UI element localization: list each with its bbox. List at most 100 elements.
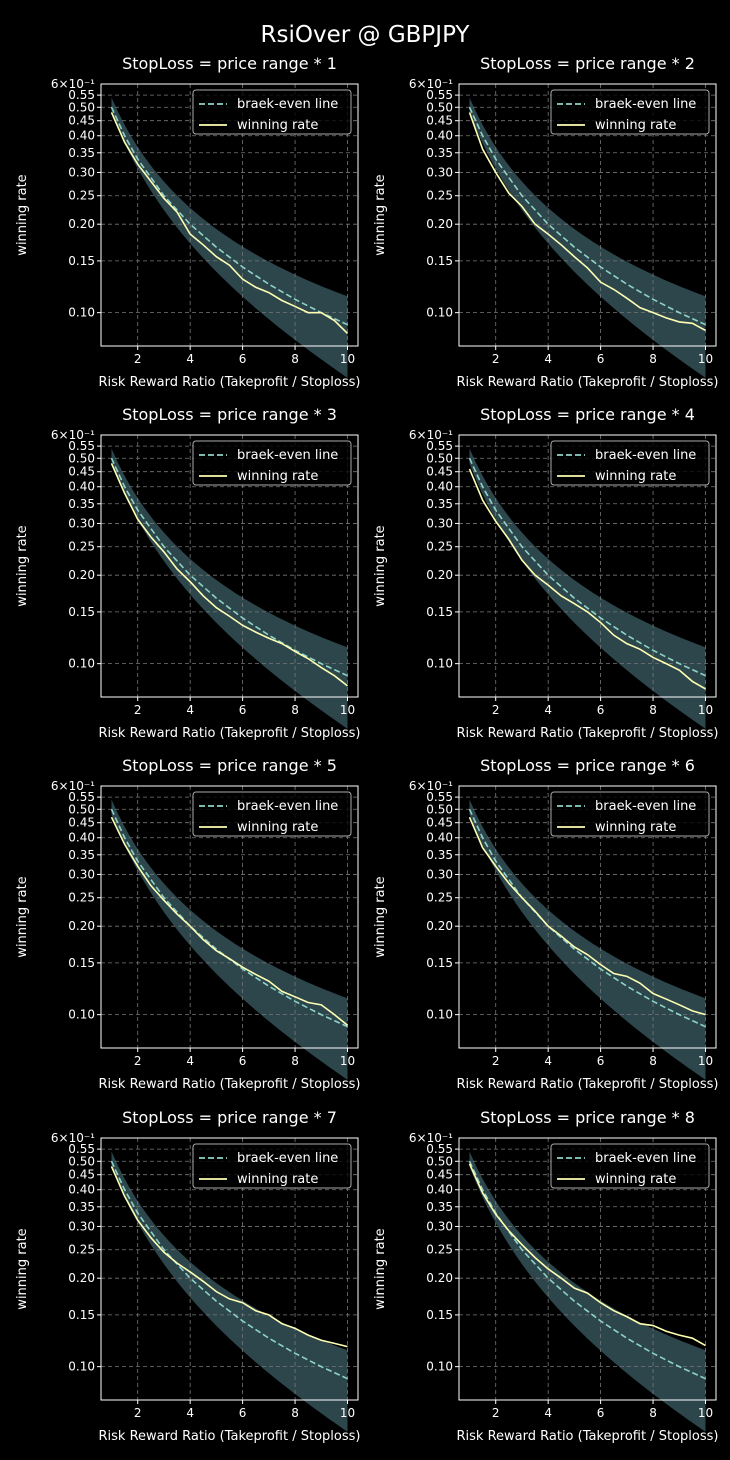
y-tick-label: 0.45: [426, 465, 453, 479]
y-tick-label: 0.10: [68, 306, 95, 320]
x-tick-label: 2: [492, 1406, 500, 1420]
x-axis-label: Risk Reward Ratio (Takeprofit / Stoploss…: [99, 375, 361, 390]
y-tick-label: 0.35: [426, 497, 453, 511]
y-tick-label: 0.15: [68, 1308, 95, 1322]
confidence-band: [111, 448, 348, 729]
y-tick-label: 0.20: [426, 568, 453, 582]
y-tick-label: 0.20: [68, 1271, 95, 1285]
subplot-title: StopLoss = price range * 8: [480, 1108, 695, 1127]
y-tick-label: 0.50: [426, 1154, 453, 1168]
winning-rate-line: [110, 816, 349, 1026]
legend-label: braek-even line: [237, 1151, 338, 1166]
x-axis-label: Risk Reward Ratio (Takeprofit / Stoploss…: [99, 1077, 361, 1092]
winning-rate-line: [110, 1166, 348, 1348]
x-tick-label: 10: [340, 1054, 355, 1068]
legend-box: [192, 1143, 352, 1189]
y-tick-label: 0.40: [426, 831, 453, 845]
legend-box: [192, 791, 352, 837]
legend-label: winning rate: [595, 118, 676, 133]
y-tick-label: 0.25: [68, 540, 95, 554]
x-tick-label: 8: [649, 703, 657, 717]
y-tick-label: 0.40: [68, 831, 95, 845]
y-tick-label-top: 6×10⁻¹: [409, 1131, 453, 1145]
x-axis-label: Risk Reward Ratio (Takeprofit / Stoploss…: [457, 1077, 719, 1092]
breakeven-line: [110, 808, 348, 1028]
y-tick-label: 0.30: [68, 867, 95, 881]
x-tick-label: 4: [544, 1054, 552, 1068]
y-tick-label: 0.55: [426, 88, 453, 102]
y-tick-label: 0.20: [68, 568, 95, 582]
x-tick-label: 8: [649, 1054, 657, 1068]
y-tick-label: 0.30: [426, 165, 453, 179]
legend-box: [550, 791, 710, 837]
confidence-band: [111, 799, 348, 1080]
legend-label: winning rate: [595, 820, 676, 835]
y-tick-label: 0.15: [426, 956, 453, 970]
x-tick-label: 6: [597, 703, 605, 717]
legend-label: winning rate: [237, 118, 318, 133]
y-tick-label: 0.25: [426, 189, 453, 203]
y-tick-label-top: 6×10⁻¹: [409, 428, 453, 442]
y-tick-label: 0.15: [68, 605, 95, 619]
legend-box: [550, 89, 710, 135]
y-tick-label-top: 6×10⁻¹: [409, 779, 453, 793]
y-tick-label: 0.50: [68, 802, 95, 816]
y-tick-label: 0.35: [426, 1200, 453, 1214]
y-tick-label: 0.20: [426, 1271, 453, 1285]
x-tick-label: 10: [698, 1054, 713, 1068]
x-tick-label: 4: [186, 1406, 194, 1420]
y-tick-label: 0.30: [426, 867, 453, 881]
y-tick-label: 0.35: [68, 1200, 95, 1214]
axes-frame: [458, 83, 717, 347]
confidence-band: [469, 799, 706, 1080]
y-tick-label: 0.40: [68, 1183, 95, 1197]
x-tick-label: 4: [186, 352, 194, 366]
y-tick-label: 0.15: [426, 605, 453, 619]
legend: braek-even line winning rate: [192, 440, 352, 486]
y-axis-label: winning rate: [373, 525, 388, 606]
subplot-title: StopLoss = price range * 3: [122, 405, 337, 424]
winning-rate-line: [468, 1163, 706, 1347]
x-tick-label: 6: [239, 352, 247, 366]
legend-label: braek-even line: [237, 97, 338, 112]
subplot-2: 2 4 6 8 100.100.150.200.250.300.350.400.450.…: [373, 54, 718, 390]
winning-rate-line: [110, 112, 349, 334]
y-tick-label: 0.15: [426, 254, 453, 268]
x-tick-label: 2: [134, 352, 142, 366]
x-axis-label: Risk Reward Ratio (Takeprofit / Stoploss…: [457, 1429, 719, 1444]
y-tick-label: 0.35: [426, 848, 453, 862]
breakeven-line: [110, 106, 348, 326]
y-tick-label-top: 6×10⁻¹: [51, 428, 95, 442]
legend-box: [192, 440, 352, 486]
y-tick-label: 0.25: [426, 1243, 453, 1257]
y-tick-label: 0.15: [426, 1308, 453, 1322]
y-axis-label: winning rate: [15, 1228, 30, 1309]
subplot-title: StopLoss = price range * 4: [480, 405, 695, 424]
y-tick-label: 0.25: [68, 189, 95, 203]
y-tick-label-top: 6×10⁻¹: [51, 1131, 95, 1145]
x-tick-label: 10: [340, 352, 355, 366]
legend: braek-even line winning rate: [550, 791, 710, 837]
x-tick-label: 2: [492, 703, 500, 717]
y-axis-label: winning rate: [373, 1228, 388, 1309]
y-tick-label: 0.25: [426, 891, 453, 905]
y-tick-label: 0.10: [426, 306, 453, 320]
x-tick-label: 6: [597, 1406, 605, 1420]
breakeven-line: [468, 1160, 706, 1380]
y-tick-label-top: 6×10⁻¹: [51, 779, 95, 793]
axes-frame: [100, 83, 359, 347]
y-tick-label: 0.10: [426, 1008, 453, 1022]
legend-label: braek-even line: [237, 448, 338, 463]
x-tick-label: 2: [492, 352, 500, 366]
y-tick-label: 0.10: [68, 657, 95, 671]
confidence-band: [469, 448, 706, 729]
y-tick-label: 0.50: [426, 802, 453, 816]
axes-frame: [458, 1137, 717, 1401]
axes-frame: [100, 785, 359, 1049]
x-tick-label: 6: [239, 703, 247, 717]
y-axis-label: winning rate: [15, 525, 30, 606]
breakeven-line: [110, 1160, 348, 1380]
subplot-title: StopLoss = price range * 1: [122, 54, 337, 73]
axes-frame: [100, 434, 359, 698]
